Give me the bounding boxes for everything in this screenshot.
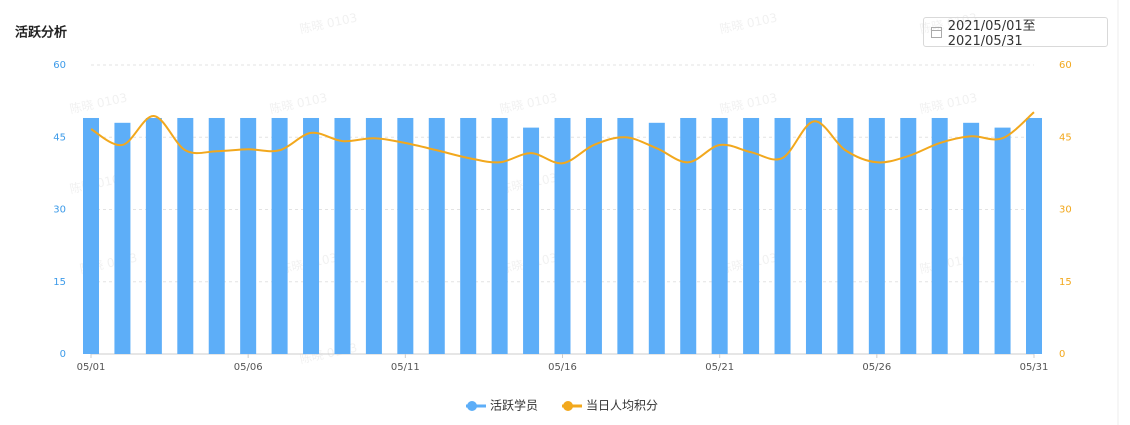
y-tick-label: 15 bbox=[53, 277, 66, 288]
watermark: 陈晓 0103 bbox=[298, 10, 358, 37]
date-range-picker[interactable]: 2021/05/01至2021/05/31 bbox=[923, 17, 1108, 49]
x-tick-label: 05/31 bbox=[1020, 362, 1049, 373]
bar bbox=[208, 117, 225, 354]
watermark: 陈晓 0103 bbox=[918, 90, 978, 117]
bar bbox=[145, 117, 162, 354]
bar bbox=[931, 117, 948, 354]
legend-swatch bbox=[563, 401, 574, 411]
date-range-text: 2021/05/01至2021/05/31 bbox=[947, 19, 1036, 49]
bar bbox=[680, 117, 697, 354]
legend-label: 当日人均积分 bbox=[586, 399, 658, 413]
bar bbox=[711, 117, 728, 354]
y2-tick-label: 15 bbox=[1059, 277, 1072, 288]
legend-swatch bbox=[467, 401, 477, 411]
bar bbox=[774, 117, 791, 354]
bar bbox=[648, 122, 665, 354]
bar bbox=[365, 117, 382, 354]
bar bbox=[397, 117, 414, 354]
plot: 陈晓 0103 陈晓 0103 陈晓 0103 陈晓 0103 陈晓 0103 陈晓 01… bbox=[53, 10, 1071, 413]
y-tick-label: 45 bbox=[53, 132, 66, 143]
bar bbox=[428, 117, 445, 354]
bar bbox=[83, 117, 99, 354]
bar bbox=[994, 127, 1011, 354]
x-tick-label: 05/21 bbox=[705, 362, 734, 373]
chart-title: 活跃分析 bbox=[15, 25, 67, 41]
bar bbox=[900, 117, 917, 354]
watermark: 陈晓 0103 bbox=[498, 90, 558, 117]
y-tick-label: 0 bbox=[60, 349, 66, 360]
watermark: 陈晓 0103 bbox=[718, 90, 778, 117]
bar bbox=[1026, 117, 1042, 354]
bar bbox=[303, 117, 320, 354]
bar bbox=[523, 127, 540, 354]
bar bbox=[963, 122, 980, 354]
line bbox=[90, 111, 1035, 165]
watermark: 陈晓 0103 bbox=[268, 90, 328, 117]
watermark: 陈晓 0103 bbox=[718, 10, 778, 37]
bar bbox=[271, 117, 288, 354]
y2-tick-label: 0 bbox=[1059, 349, 1065, 360]
bar bbox=[837, 117, 854, 354]
x-tick-label: 05/16 bbox=[548, 362, 577, 373]
bar bbox=[240, 117, 257, 354]
y-tick-label: 30 bbox=[53, 205, 66, 216]
bar bbox=[334, 117, 351, 354]
bar bbox=[460, 117, 477, 354]
x-tick-label: 05/01 bbox=[77, 362, 106, 373]
bar bbox=[743, 117, 760, 354]
bar bbox=[868, 117, 885, 354]
calendar-icon bbox=[931, 27, 942, 38]
bar bbox=[491, 117, 508, 354]
y2-tick-label: 30 bbox=[1059, 205, 1072, 216]
y-tick-label: 60 bbox=[53, 60, 66, 71]
x-tick-label: 05/26 bbox=[862, 362, 891, 373]
bar bbox=[585, 117, 602, 354]
x-tick-label: 05/11 bbox=[391, 362, 420, 373]
x-tick-label: 05/06 bbox=[234, 362, 263, 373]
bar bbox=[114, 122, 131, 354]
bar bbox=[617, 117, 634, 354]
watermark: 陈晓 0103 bbox=[68, 90, 128, 117]
y2-tick-label: 60 bbox=[1059, 60, 1072, 71]
bar bbox=[554, 117, 571, 354]
legend-label: 活跃学员 bbox=[490, 398, 538, 413]
bar bbox=[177, 117, 194, 354]
y2-tick-label: 45 bbox=[1059, 132, 1072, 143]
bar bbox=[805, 117, 822, 354]
